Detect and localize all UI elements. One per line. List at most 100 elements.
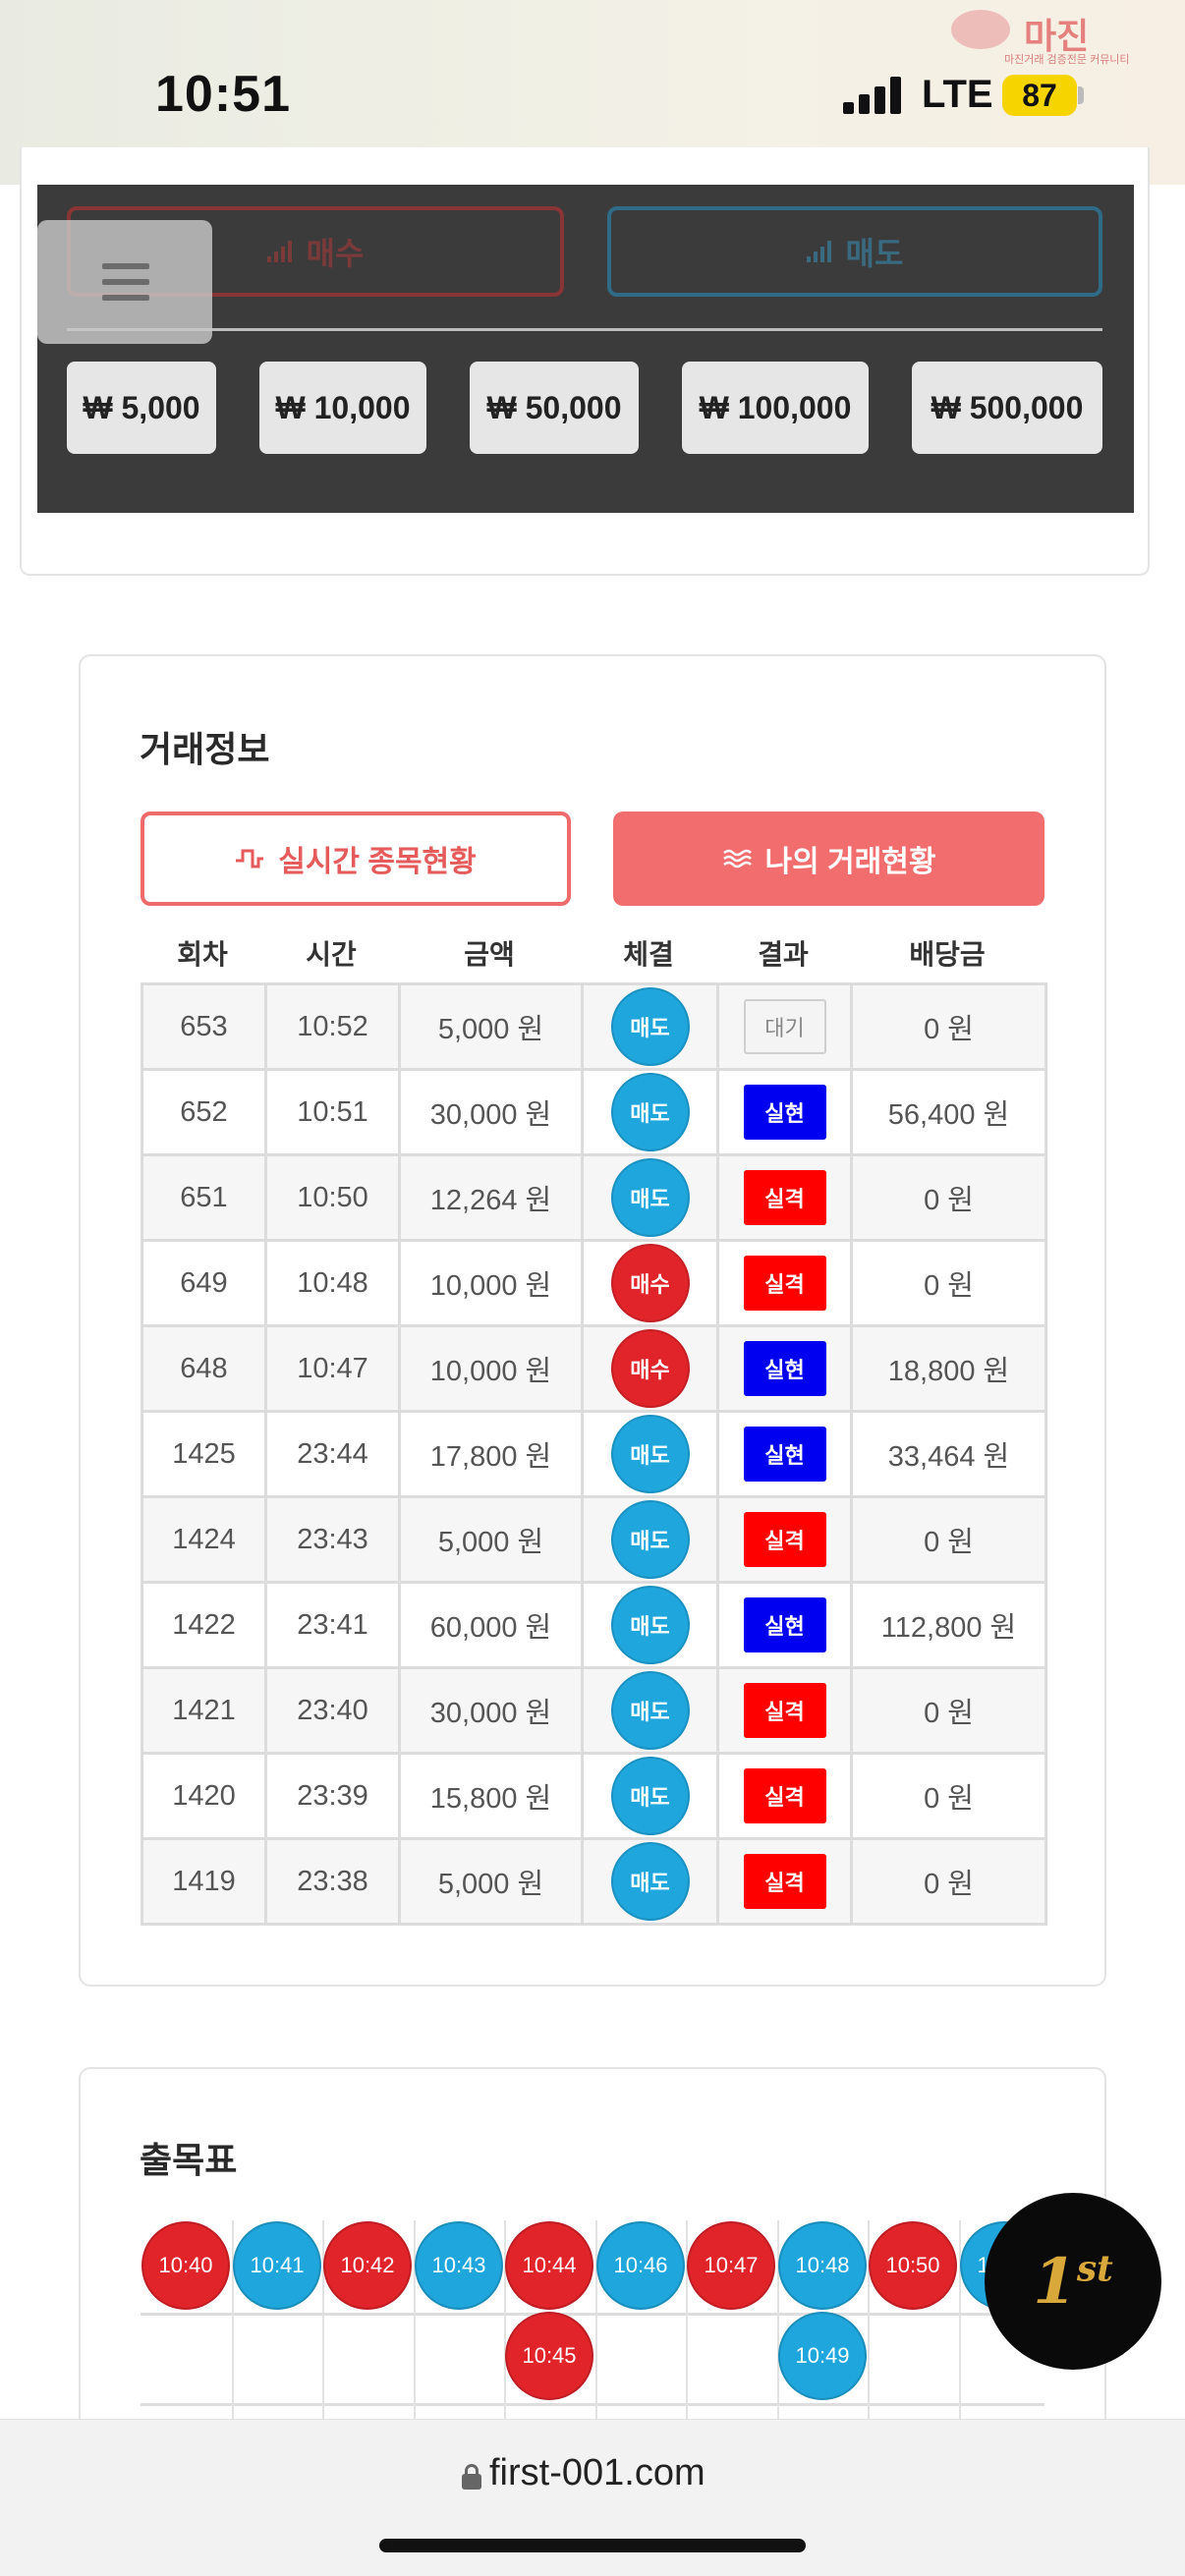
fab-suffix: st [1076,2248,1113,2290]
cell-amount: 12,264 원 [398,1153,584,1242]
grid-line [959,2220,961,2419]
history-bead: 10:44 [505,2221,593,2310]
cell-side: 매수 [581,1324,719,1413]
cell-payout: 56,400 원 [850,1068,1047,1156]
history-bead: 10:47 [687,2221,775,2310]
first-logo-icon: 1st [1033,2245,1112,2319]
result-badge: 실격 [743,1854,826,1909]
cell-amount: 10,000 원 [398,1239,584,1327]
cell-round: 653 [141,982,267,1071]
cell-payout: 0 원 [850,1666,1047,1755]
trade-panel [37,185,1134,513]
pulse-icon [236,849,264,868]
tab-live-label: 실시간 종목현황 [278,846,477,878]
cell-result: 실현 [716,1324,853,1413]
table-row: 1420 23:39 15,800 원 매도 실격 0 원 [141,1752,1047,1840]
cell-amount: 30,000 원 [398,1666,584,1755]
cell-amount: 5,000 원 [398,1837,584,1926]
battery-cap [1078,86,1084,104]
side-badge: 매도 [610,1842,690,1921]
menu-button[interactable] [37,220,212,344]
result-badge: 대기 [743,999,826,1054]
column-header-payout: 배당금 [909,939,986,970]
cell-amount: 5,000 원 [398,1495,584,1584]
cell-result: 실격 [716,1752,853,1840]
grid-line [414,2220,416,2419]
history-bead: 10:40 [141,2221,230,2310]
grid-line [322,2220,324,2419]
cell-result: 실현 [716,1068,853,1156]
tab-my-trades[interactable]: 나의 거래현황 [613,812,1044,906]
side-badge: 매도 [610,1415,690,1493]
grid-line [504,2220,506,2419]
history-bead: 10:43 [415,2221,503,2310]
history-bead: 10:49 [778,2312,867,2400]
cell-round: 1422 [141,1581,267,1669]
grid-line [141,2313,1044,2316]
amount-button-100000[interactable]: ₩ 100,000 [682,362,869,454]
trades-table-body: 653 10:52 5,000 원 매도 대기 0 원 652 10:51 30,000 원 매도… [141,982,1047,1926]
history-bead: 10:48 [778,2221,867,2310]
side-badge: 매도 [610,1757,690,1835]
cell-amount: 5,000 원 [398,982,584,1071]
cell-result: 대기 [716,982,853,1071]
side-badge: 매수 [610,1329,690,1408]
status-time: 10:51 [155,66,291,123]
table-row: 1421 23:40 30,000 원 매도 실격 0 원 [141,1666,1047,1755]
cell-time: 23:38 [264,1837,401,1926]
cell-side: 매도 [581,1153,719,1242]
trade-info-title: 거래정보 [140,729,270,769]
browser-url-bar[interactable] [0,2419,1185,2576]
waves-icon [722,849,752,868]
url-text[interactable]: first-001.com [489,2452,705,2493]
cell-round: 1419 [141,1837,267,1926]
result-badge: 실격 [743,1683,826,1738]
fab-label: 1 [1033,2244,1077,2319]
column-header-side: 체결 [623,939,674,970]
amount-button-500000[interactable]: ₩ 500,000 [912,362,1102,454]
cell-round: 649 [141,1239,267,1327]
cell-payout: 112,800 원 [850,1581,1047,1669]
cell-round: 651 [141,1153,267,1242]
cell-amount: 10,000 원 [398,1324,584,1413]
table-row: 651 10:50 12,264 원 매도 실격 0 원 [141,1153,1047,1242]
cell-side: 매수 [581,1239,719,1327]
table-row: 1424 23:43 5,000 원 매도 실격 0 원 [141,1495,1047,1584]
cell-amount: 15,800 원 [398,1752,584,1840]
cell-amount: 17,800 원 [398,1410,584,1498]
buy-label: 매수 [306,236,365,271]
cell-payout: 0 원 [850,1837,1047,1926]
home-indicator[interactable] [379,2539,806,2552]
amount-button-10000[interactable]: ₩ 10,000 [259,362,426,454]
cell-round: 1425 [141,1410,267,1498]
column-header-time: 시간 [306,939,357,970]
side-badge: 매도 [610,1586,690,1664]
network-type: LTE [922,73,993,116]
cell-payout: 0 원 [850,982,1047,1071]
history-title: 출목표 [140,2140,238,2180]
history-bead: 10:41 [233,2221,321,2310]
amount-button-5000[interactable]: ₩ 5,000 [67,362,216,454]
brand-floating-button[interactable]: 1st [985,2193,1161,2370]
cell-time: 23:39 [264,1752,401,1840]
watermark-logo: 마진 마진거래 검증전문 커뮤니티 [945,8,1177,66]
amount-button-50000[interactable]: ₩ 50,000 [470,362,639,454]
grid-line [686,2220,688,2419]
watermark-subtitle: 마진거래 검증전문 커뮤니티 [1004,54,1130,66]
watermark-title: 마진 [1024,16,1090,56]
cell-side: 매도 [581,1410,719,1498]
cell-payout: 0 원 [850,1752,1047,1840]
sell-button[interactable]: 매도 [607,206,1102,297]
cell-time: 10:52 [264,982,401,1071]
table-row: 648 10:47 10,000 원 매수 실현 18,800 원 [141,1324,1047,1413]
table-row: 652 10:51 30,000 원 매도 실현 56,400 원 [141,1068,1047,1156]
hamburger-icon [102,263,149,269]
side-badge: 매도 [610,1500,690,1579]
grid-line [868,2220,870,2419]
table-header: 회차 시간 금액 체결 결과 배당금 [141,933,1044,982]
side-badge: 매도 [610,987,690,1066]
cell-round: 648 [141,1324,267,1413]
result-badge: 실현 [743,1341,826,1396]
tab-live-status[interactable]: 실시간 종목현황 [141,812,571,906]
cell-time: 10:51 [264,1068,401,1156]
